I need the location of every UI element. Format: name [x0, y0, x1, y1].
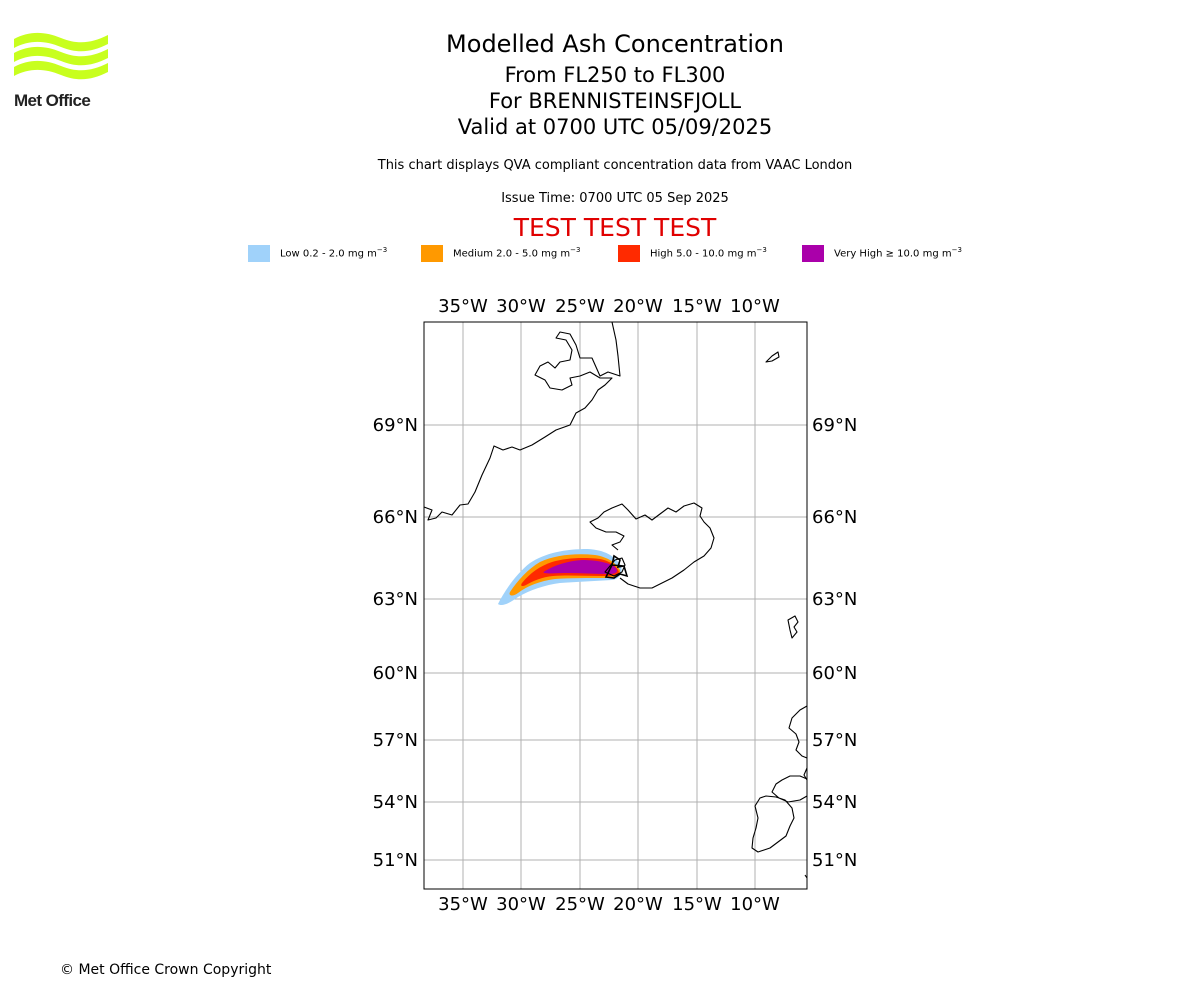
chart-title: Modelled Ash Concentration [446, 30, 784, 58]
copyright-footer: © Met Office Crown Copyright [60, 962, 272, 978]
legend-label-medium: Medium 2.0 - 5.0 mg m [453, 248, 571, 260]
lon-tick-bottom: 35°W [438, 894, 488, 915]
volcano-name: For BRENNISTEINSFJOLL [488, 89, 742, 113]
lat-tick-left: 69°N [373, 415, 418, 436]
valid-time: Valid at 0700 UTC 05/09/2025 [457, 115, 773, 139]
coastlines [423, 321, 808, 879]
legend-unit-power-very-high: −3 [951, 246, 962, 254]
britain-ireland-coastline [751, 775, 808, 879]
ash-plume [498, 549, 622, 606]
legend-unit-power-medium: −3 [570, 246, 581, 254]
very-high-swatch-icon [802, 245, 824, 262]
iceland-coastline [589, 502, 715, 589]
jan-mayen-coastline [765, 351, 780, 363]
lat-tick-left: 60°N [373, 663, 418, 684]
test-banner: TEST TEST TEST [513, 213, 717, 242]
met-office-logo: Met Office [14, 30, 108, 112]
lat-tick-right: 69°N [812, 415, 857, 436]
lat-tick-right: 66°N [812, 507, 857, 528]
lat-tick-right: 60°N [812, 663, 857, 684]
lon-tick-top: 15°W [672, 296, 722, 317]
lon-tick-bottom: 30°W [496, 894, 546, 915]
lat-tick-left: 66°N [373, 507, 418, 528]
map-gridlines [424, 322, 807, 889]
qva-note: This chart displays QVA compliant concen… [377, 158, 853, 173]
issue-time: Issue Time: 0700 UTC 05 Sep 2025 [501, 191, 729, 206]
lon-tick-bottom: 10°W [730, 894, 780, 915]
lat-tick-right: 63°N [812, 589, 857, 610]
legend-unit-power-high: −3 [756, 246, 767, 254]
lon-tick-top: 10°W [730, 296, 780, 317]
volcano-marker-icon [604, 554, 629, 579]
scotland-coastline [788, 705, 808, 781]
lat-tick-right: 57°N [812, 730, 857, 751]
logo-wave [14, 60, 108, 80]
legend-label-very-high: Very High ≥ 10.0 mg m [834, 248, 952, 260]
flight-levels: From FL250 to FL300 [504, 63, 726, 87]
concentration-legend: Low 0.2 - 2.0 mg m−3 Medium 2.0 - 5.0 mg… [0, 244, 1200, 266]
lon-tick-top: 20°W [613, 296, 663, 317]
high-swatch-icon [618, 245, 640, 262]
legend-unit-power-low: −3 [376, 246, 388, 254]
legend-label-high: High 5.0 - 10.0 mg m [650, 248, 757, 260]
met-office-waves-icon [14, 32, 108, 80]
lat-tick-left: 57°N [373, 730, 418, 751]
lon-tick-bottom: 20°W [613, 894, 663, 915]
logo-text: Met Office [14, 91, 91, 110]
medium-swatch-icon [421, 245, 443, 262]
lon-tick-bottom: 15°W [672, 894, 722, 915]
lon-tick-top: 30°W [496, 296, 546, 317]
lon-tick-top: 35°W [438, 296, 488, 317]
volcano-marker [604, 554, 629, 579]
lat-tick-left: 51°N [373, 850, 418, 871]
lon-tick-top: 25°W [555, 296, 605, 317]
lat-tick-left: 63°N [373, 589, 418, 610]
greenland-coastline [423, 321, 621, 521]
low-swatch-icon [248, 245, 270, 262]
lat-tick-right: 54°N [812, 792, 857, 813]
logo-wave [14, 32, 108, 52]
lon-tick-bottom: 25°W [555, 894, 605, 915]
legend-label-low: Low 0.2 - 2.0 mg m [280, 248, 377, 260]
logo-wave [14, 46, 108, 66]
ash-very-high-region [543, 560, 617, 574]
lat-tick-left: 54°N [373, 792, 418, 813]
map-frame [423, 321, 808, 890]
lat-tick-right: 51°N [812, 850, 857, 871]
faroe-islands-coastline [787, 615, 799, 639]
